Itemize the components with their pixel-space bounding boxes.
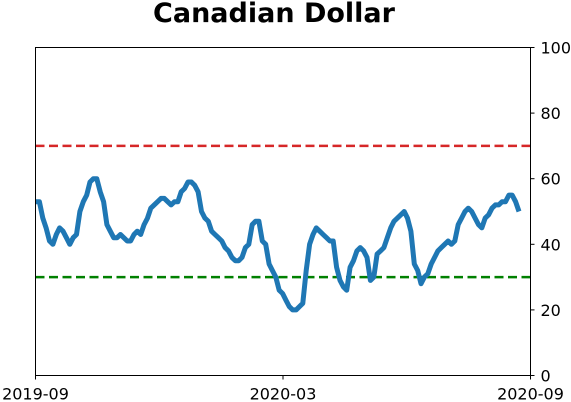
- series-line-0: [36, 176, 522, 313]
- x-axis: 2019-09 2020-03 2020-09: [2, 375, 564, 402]
- chart-title: Canadian Dollar: [153, 0, 396, 29]
- y-tick-label-100: 100: [541, 39, 571, 58]
- y-tick-label-20: 20: [541, 301, 561, 320]
- plot-frame: [35, 47, 531, 376]
- y-tick-label-60: 60: [541, 170, 561, 189]
- reference-lines: [35, 144, 531, 279]
- y-tick-label-80: 80: [541, 104, 561, 123]
- y-axis-right: 0 20 40 60 80 100: [530, 39, 571, 386]
- x-tick-label-1: 2020-03: [250, 385, 317, 402]
- x-tick-label-2: 2020-09: [497, 385, 564, 402]
- series-layer: [36, 176, 522, 313]
- y-tick-label-40: 40: [541, 235, 561, 254]
- x-tick-label-0: 2019-09: [2, 385, 69, 402]
- y-tick-label-0: 0: [541, 367, 551, 386]
